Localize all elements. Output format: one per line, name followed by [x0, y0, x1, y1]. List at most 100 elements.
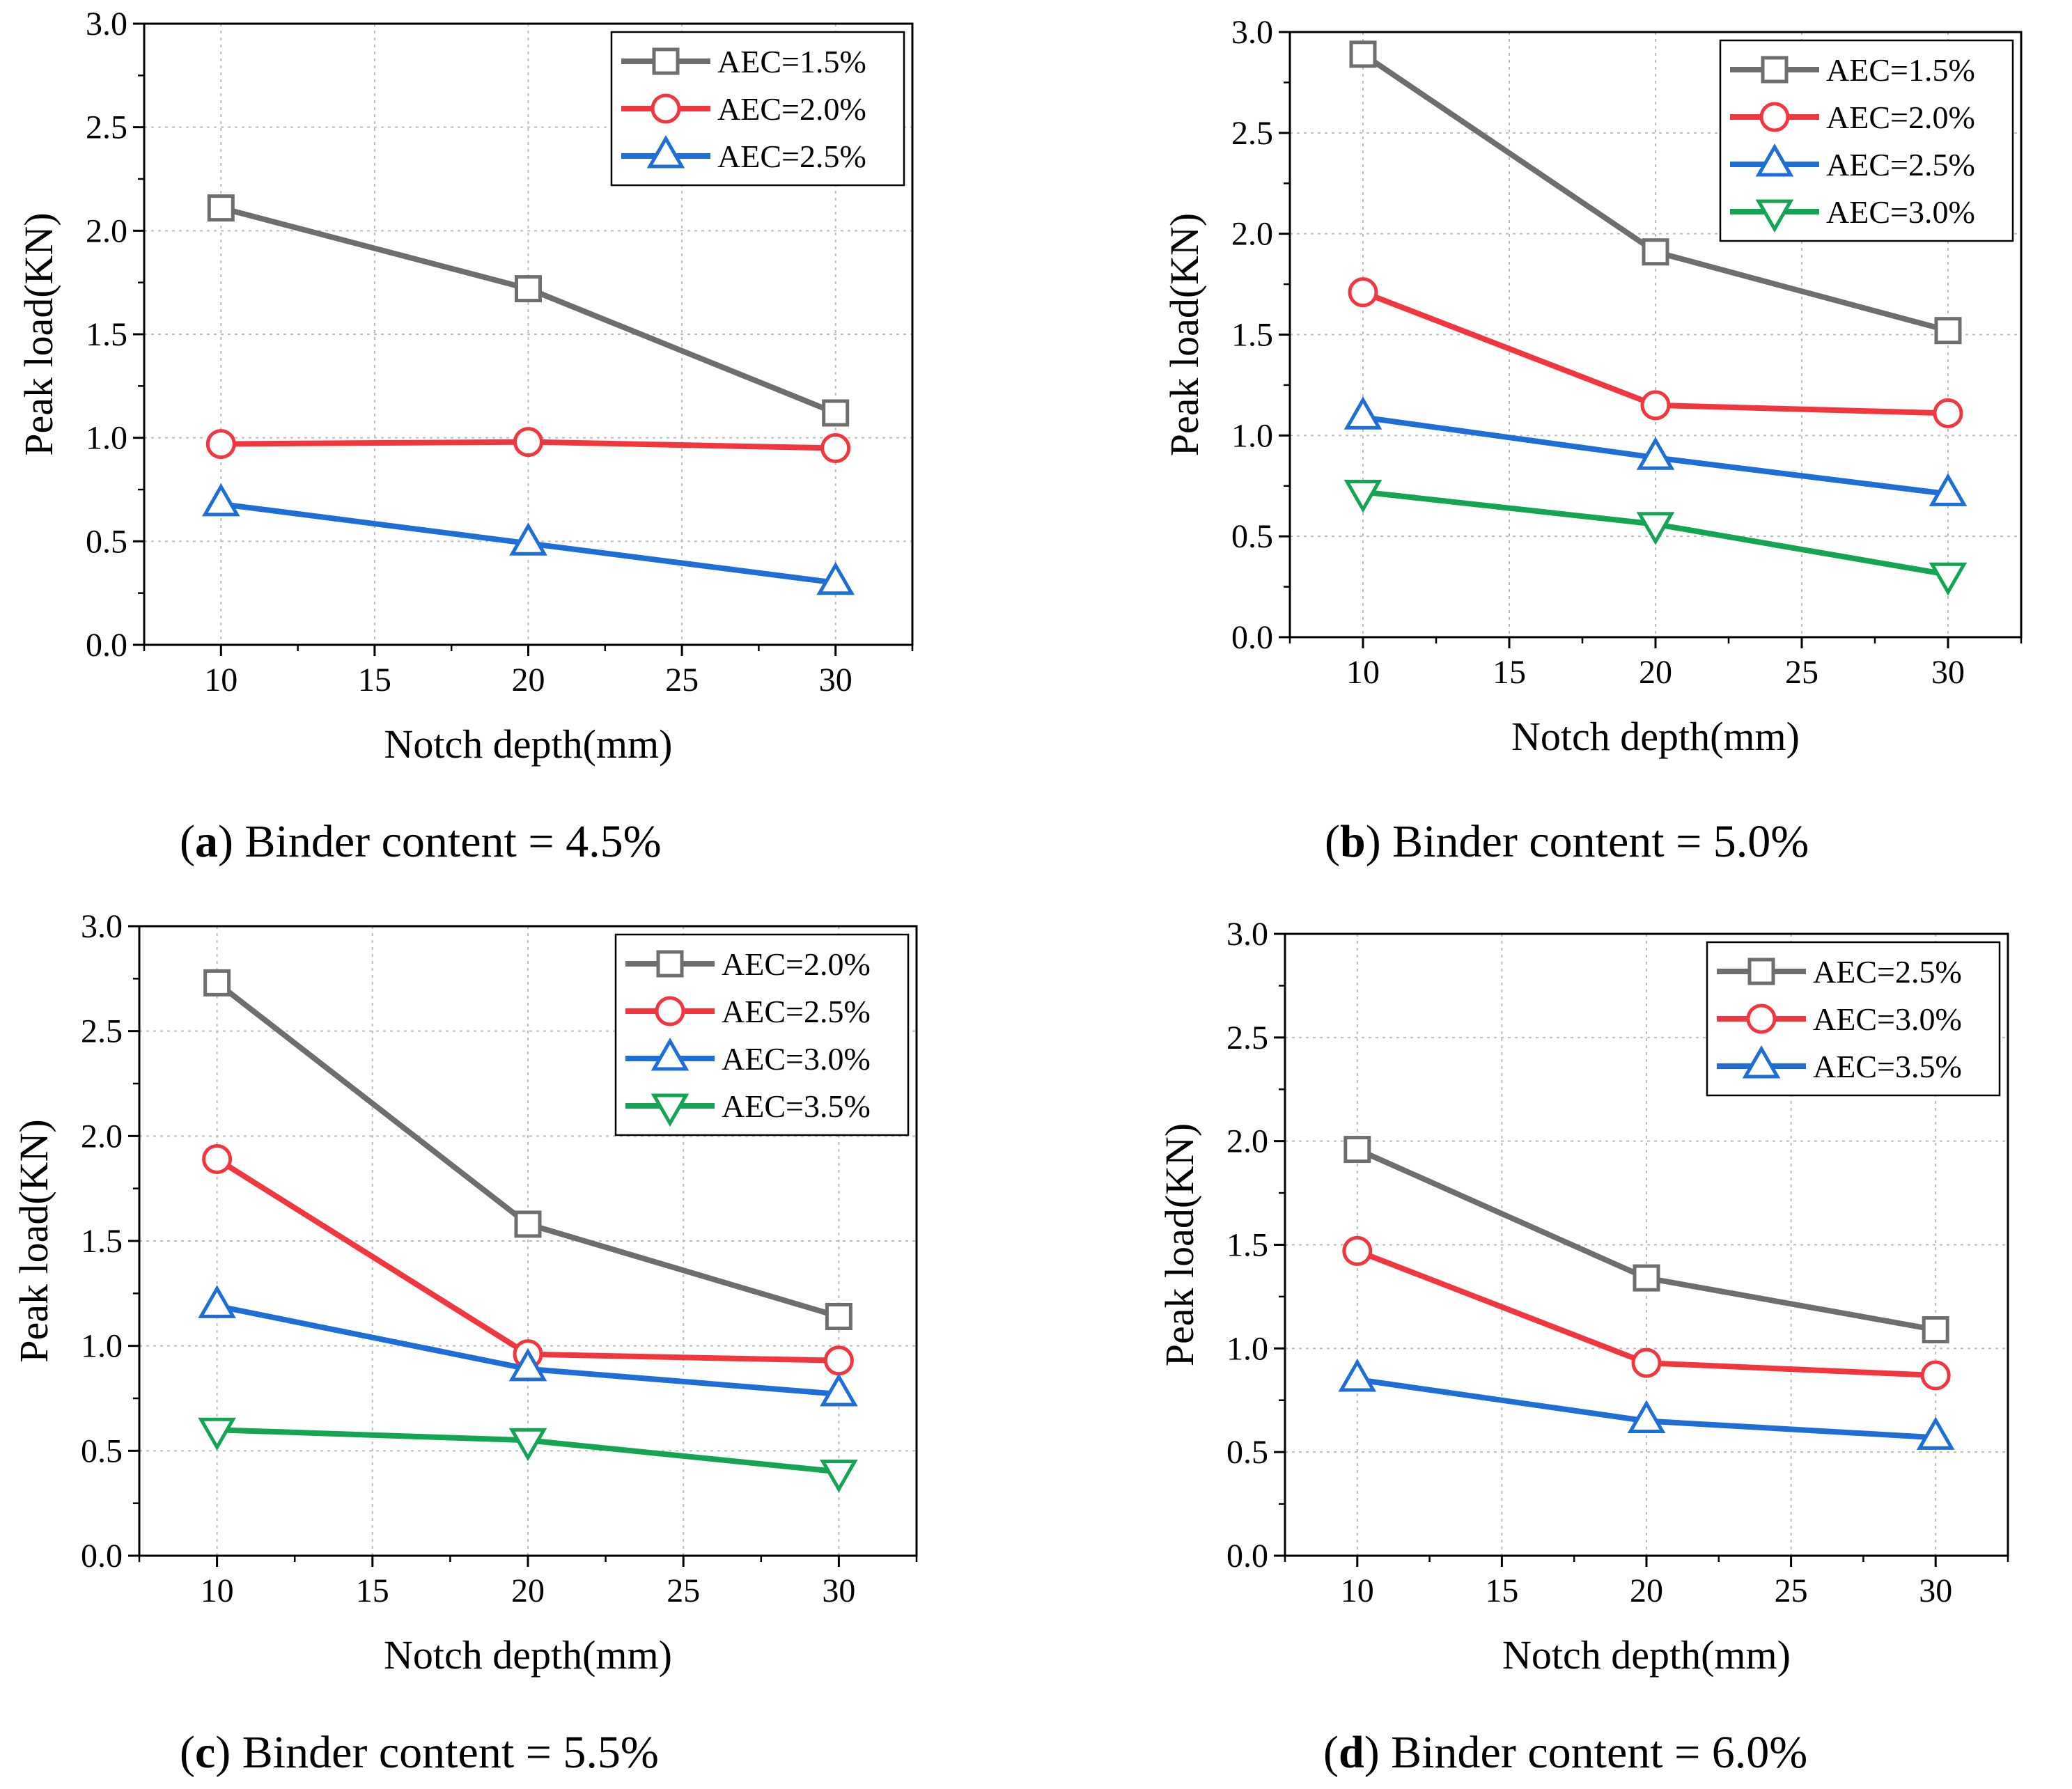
- x-axis-title: Notch depth(mm): [384, 1632, 672, 1678]
- data-point-AEC=3.0%-20: [1636, 512, 1675, 545]
- data-point-AEC=3.0%-10: [1342, 1235, 1373, 1266]
- data-point-AEC=2.5%-10: [1343, 1136, 1371, 1164]
- chart-panel-a: 10 15 20 25 30 0.0 0.5 1.0 1.5 2.0 2.5 3.0 Notch dep…: [16, 6, 914, 867]
- x-tick-label: 20: [511, 1572, 545, 1609]
- data-point-AEC=1.5%-10: [207, 194, 235, 222]
- y-tick-label: 2.5: [81, 1013, 123, 1050]
- legend-label: AEC=2.5%: [717, 139, 866, 174]
- legend-marker: [656, 950, 684, 978]
- y-axis-title: Peak load(KN): [11, 1119, 56, 1363]
- data-point-AEC=2.0%-30: [820, 433, 851, 464]
- data-point-AEC=1.5%-30: [822, 399, 850, 427]
- panel-caption: (b) Binder content = 5.0%: [1325, 816, 1809, 867]
- data-point-AEC=3.0%-10: [198, 1285, 236, 1318]
- data-point-AEC=2.5%-20: [1633, 1264, 1660, 1292]
- data-point-AEC=2.0%-30: [825, 1302, 852, 1330]
- legend-label: AEC=2.0%: [1826, 100, 1975, 135]
- panel-caption: (a) Binder content = 4.5%: [180, 816, 662, 867]
- data-point-AEC=3.5%-30: [820, 1459, 858, 1493]
- x-tick-label: 30: [822, 1572, 855, 1609]
- x-tick-label: 10: [201, 1572, 234, 1609]
- y-tick-label: 2.0: [81, 1118, 123, 1155]
- legend-label: AEC=3.0%: [1826, 194, 1975, 230]
- y-tick-label: 2.5: [86, 109, 127, 146]
- series-line-AEC=2.5%: [1356, 1146, 1936, 1333]
- y-axis-title: Peak load(KN): [1162, 213, 1207, 457]
- x-tick-label: 20: [1630, 1572, 1663, 1609]
- legend-marker: [655, 996, 685, 1026]
- data-point-AEC=2.5%-30: [1929, 473, 1968, 506]
- y-axis-title: Peak load(KN): [16, 212, 61, 456]
- legend-marker: [646, 134, 685, 169]
- y-tick-label: 3.0: [81, 908, 123, 945]
- caption-text: ) Binder content = 4.5%: [218, 816, 662, 867]
- y-tick-label: 0.5: [1226, 1434, 1268, 1471]
- legend-label: AEC=3.0%: [1813, 1001, 1962, 1037]
- caption-text: ) Binder content = 5.5%: [215, 1727, 659, 1778]
- data-point-AEC=2.0%-10: [205, 429, 236, 460]
- data-point-AEC=2.0%-20: [513, 427, 543, 458]
- legend-marker: [651, 93, 681, 124]
- panel-caption: (d) Binder content = 6.0%: [1323, 1727, 1807, 1778]
- caption-text: ) Binder content = 6.0%: [1364, 1727, 1808, 1778]
- legend-label: AEC=1.5%: [1826, 52, 1975, 88]
- legend-label: AEC=2.0%: [722, 946, 871, 982]
- y-tick-label: 0.5: [81, 1432, 123, 1469]
- data-point-AEC=2.0%-30: [1933, 398, 1963, 428]
- y-tick-label: 0.0: [81, 1538, 123, 1575]
- x-tick-label: 20: [1639, 654, 1672, 691]
- data-point-AEC=3.0%-20: [1631, 1347, 1662, 1378]
- legend-marker: [1759, 102, 1790, 132]
- data-point-AEC=3.5%-20: [508, 1428, 547, 1462]
- y-tick-label: 2.5: [1226, 1020, 1268, 1056]
- legend-label: AEC=1.5%: [717, 44, 866, 79]
- y-tick-label: 3.0: [1231, 14, 1273, 51]
- data-point-AEC=2.5%-10: [202, 1143, 233, 1174]
- y-tick-label: 1.5: [81, 1223, 123, 1260]
- data-point-AEC=2.0%-20: [1640, 390, 1671, 421]
- data-point-AEC=1.5%-20: [1642, 238, 1669, 266]
- data-point-AEC=3.5%-10: [1338, 1358, 1377, 1392]
- legend-marker: [1755, 199, 1794, 233]
- y-tick-label: 0.0: [1231, 619, 1273, 656]
- legend-marker: [1742, 1045, 1781, 1079]
- legend-marker: [651, 1037, 690, 1071]
- data-point-AEC=2.5%-30: [823, 1345, 854, 1376]
- y-tick-label: 3.0: [86, 6, 127, 42]
- chart-panel-c: 10 15 20 25 30 0.0 0.5 1.0 1.5 2.0 2.5 3.0 Notch dep…: [11, 908, 918, 1778]
- x-tick-label: 15: [356, 1572, 389, 1609]
- data-point-AEC=3.5%-30: [1916, 1416, 1955, 1450]
- y-tick-label: 3.0: [1226, 916, 1268, 953]
- x-tick-label: 10: [1346, 654, 1380, 691]
- x-axis-title: Notch depth(mm): [1511, 714, 1800, 759]
- x-tick-label: 25: [665, 662, 699, 698]
- data-point-AEC=3.0%-30: [1920, 1360, 1951, 1391]
- data-point-AEC=3.0%-20: [508, 1347, 547, 1382]
- caption-letter: d: [1339, 1727, 1364, 1778]
- x-tick-label: 15: [1493, 654, 1526, 691]
- x-tick-label: 30: [1931, 654, 1965, 691]
- data-point-AEC=2.5%-20: [1636, 437, 1675, 470]
- x-tick-label: 20: [512, 662, 545, 698]
- legend-label: AEC=2.5%: [1813, 954, 1962, 990]
- y-tick-label: 0.0: [86, 627, 127, 664]
- data-point-AEC=1.5%-20: [515, 275, 542, 303]
- data-point-AEC=2.5%-10: [1343, 396, 1382, 430]
- y-tick-label: 2.5: [1231, 115, 1273, 152]
- y-tick-label: 1.0: [1226, 1330, 1268, 1367]
- legend-label: AEC=3.5%: [722, 1088, 871, 1124]
- caption-text: ) Binder content = 5.0%: [1366, 816, 1809, 867]
- legend-label: AEC=2.5%: [722, 994, 871, 1029]
- caption-letter: a: [195, 816, 218, 867]
- x-tick-label: 10: [204, 662, 237, 698]
- y-tick-label: 0.0: [1226, 1538, 1268, 1575]
- x-tick-label: 25: [1785, 654, 1818, 691]
- y-tick-label: 1.0: [81, 1328, 123, 1365]
- y-tick-label: 1.5: [86, 316, 127, 353]
- legend-label: AEC=2.0%: [717, 91, 866, 127]
- x-tick-label: 15: [1485, 1572, 1518, 1609]
- data-point-AEC=3.5%-10: [198, 1417, 236, 1451]
- caption-paren-open: (: [180, 1727, 195, 1778]
- chart-panel-b: 10 15 20 25 30 0.0 0.5 1.0 1.5 2.0 2.5 3.0 Notch dep…: [1162, 14, 2023, 867]
